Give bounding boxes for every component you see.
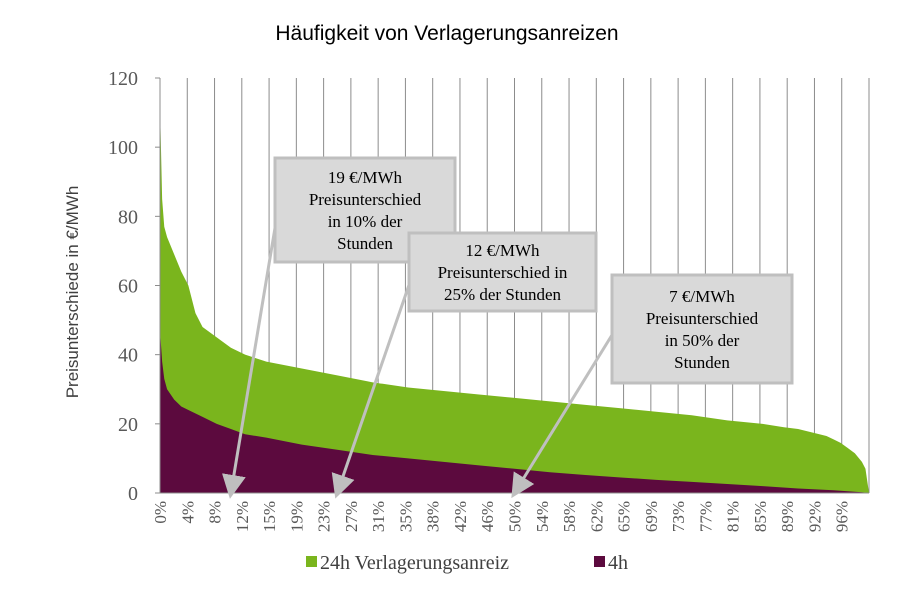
annotation-arrow xyxy=(331,284,411,499)
annotation-text: Preisunterschied xyxy=(646,309,759,328)
y-tick-label: 0 xyxy=(128,483,138,505)
x-tick-label: 58% xyxy=(560,501,579,532)
x-tick-label: 54% xyxy=(533,501,552,532)
annotation-callouts: 19 €/MWh Preisunterschied in 10% der Stunde… xyxy=(273,156,794,385)
x-tick-label: 12% xyxy=(233,501,252,532)
annotation-arrows xyxy=(222,227,614,499)
x-tick-label: 31% xyxy=(369,501,388,532)
annotation-box xyxy=(407,231,598,313)
x-tick-label: 96% xyxy=(833,501,852,532)
x-tick-label: 92% xyxy=(805,501,824,532)
y-tick-label: 80 xyxy=(118,206,138,228)
x-tick-label: 73% xyxy=(669,501,688,532)
x-tick-label: 85% xyxy=(751,501,770,532)
x-tick-label: 62% xyxy=(587,501,606,532)
x-tick-label: 65% xyxy=(615,501,634,532)
series-area-24h xyxy=(160,105,869,494)
y-tick-label: 40 xyxy=(118,345,138,367)
annotation-text: Preisunterschied xyxy=(309,190,422,209)
x-tick-label: 38% xyxy=(424,501,443,532)
x-tick-label: 42% xyxy=(451,501,470,532)
y-tick-label: 120 xyxy=(108,68,138,90)
series-area-4h xyxy=(160,330,869,493)
x-tick-label: 19% xyxy=(287,501,306,532)
annotation-text: 12 €/MWh xyxy=(465,241,540,260)
legend-swatch xyxy=(306,556,317,567)
annotation-text: 7 €/MWh xyxy=(669,287,735,306)
legend-label: 24h Verlagerungsanreiz xyxy=(320,552,509,574)
legend-label: 4h xyxy=(608,552,628,574)
legend-swatch xyxy=(594,556,605,567)
x-axis-ticks: 0% 4% 8% 12% 15% 19% 23% 27% 31% 35% 38% 42% 46% 50% 5… xyxy=(151,501,852,532)
x-tick-label: 15% xyxy=(260,501,279,532)
annotation-box xyxy=(610,273,794,385)
x-tick-label: 77% xyxy=(696,501,715,532)
annotation-text: Stunden xyxy=(674,353,730,372)
x-tick-label: 27% xyxy=(342,501,361,532)
x-tick-label: 46% xyxy=(478,501,497,532)
annotation-text: 25% der Stunden xyxy=(444,285,562,304)
x-tick-label: 89% xyxy=(778,501,797,532)
chart-title: Häufigkeit von Verlagerungsanreizen xyxy=(275,22,618,45)
annotation-arrow xyxy=(511,334,614,499)
x-tick-label: 4% xyxy=(178,501,197,524)
legend: 24h Verlagerungsanreiz 4h xyxy=(306,552,628,574)
y-axis-label: Preisunterschiede in €/MWh xyxy=(63,186,82,399)
y-axis-ticks: 0 20 40 60 80 100 120 xyxy=(108,68,160,505)
x-tick-label: 81% xyxy=(724,501,743,532)
x-tick-label: 35% xyxy=(396,501,415,532)
annotation-text: 19 €/MWh xyxy=(328,168,403,187)
annotation-text: Stunden xyxy=(337,234,393,253)
annotation-text: in 10% der xyxy=(328,212,403,231)
annotation-text: Preisunterschied in xyxy=(438,263,568,282)
annotation-text: in 50% der xyxy=(665,331,740,350)
x-tick-label: 69% xyxy=(642,501,661,532)
y-tick-label: 20 xyxy=(118,414,138,436)
y-tick-label: 60 xyxy=(118,276,138,298)
x-tick-label: 8% xyxy=(206,501,225,524)
annotation-arrow xyxy=(222,227,277,499)
plot-area xyxy=(160,105,869,494)
x-tick-label: 50% xyxy=(506,501,525,532)
x-tick-label: 0% xyxy=(151,501,170,524)
x-tick-label: 23% xyxy=(315,501,334,532)
y-tick-label: 100 xyxy=(108,137,138,159)
